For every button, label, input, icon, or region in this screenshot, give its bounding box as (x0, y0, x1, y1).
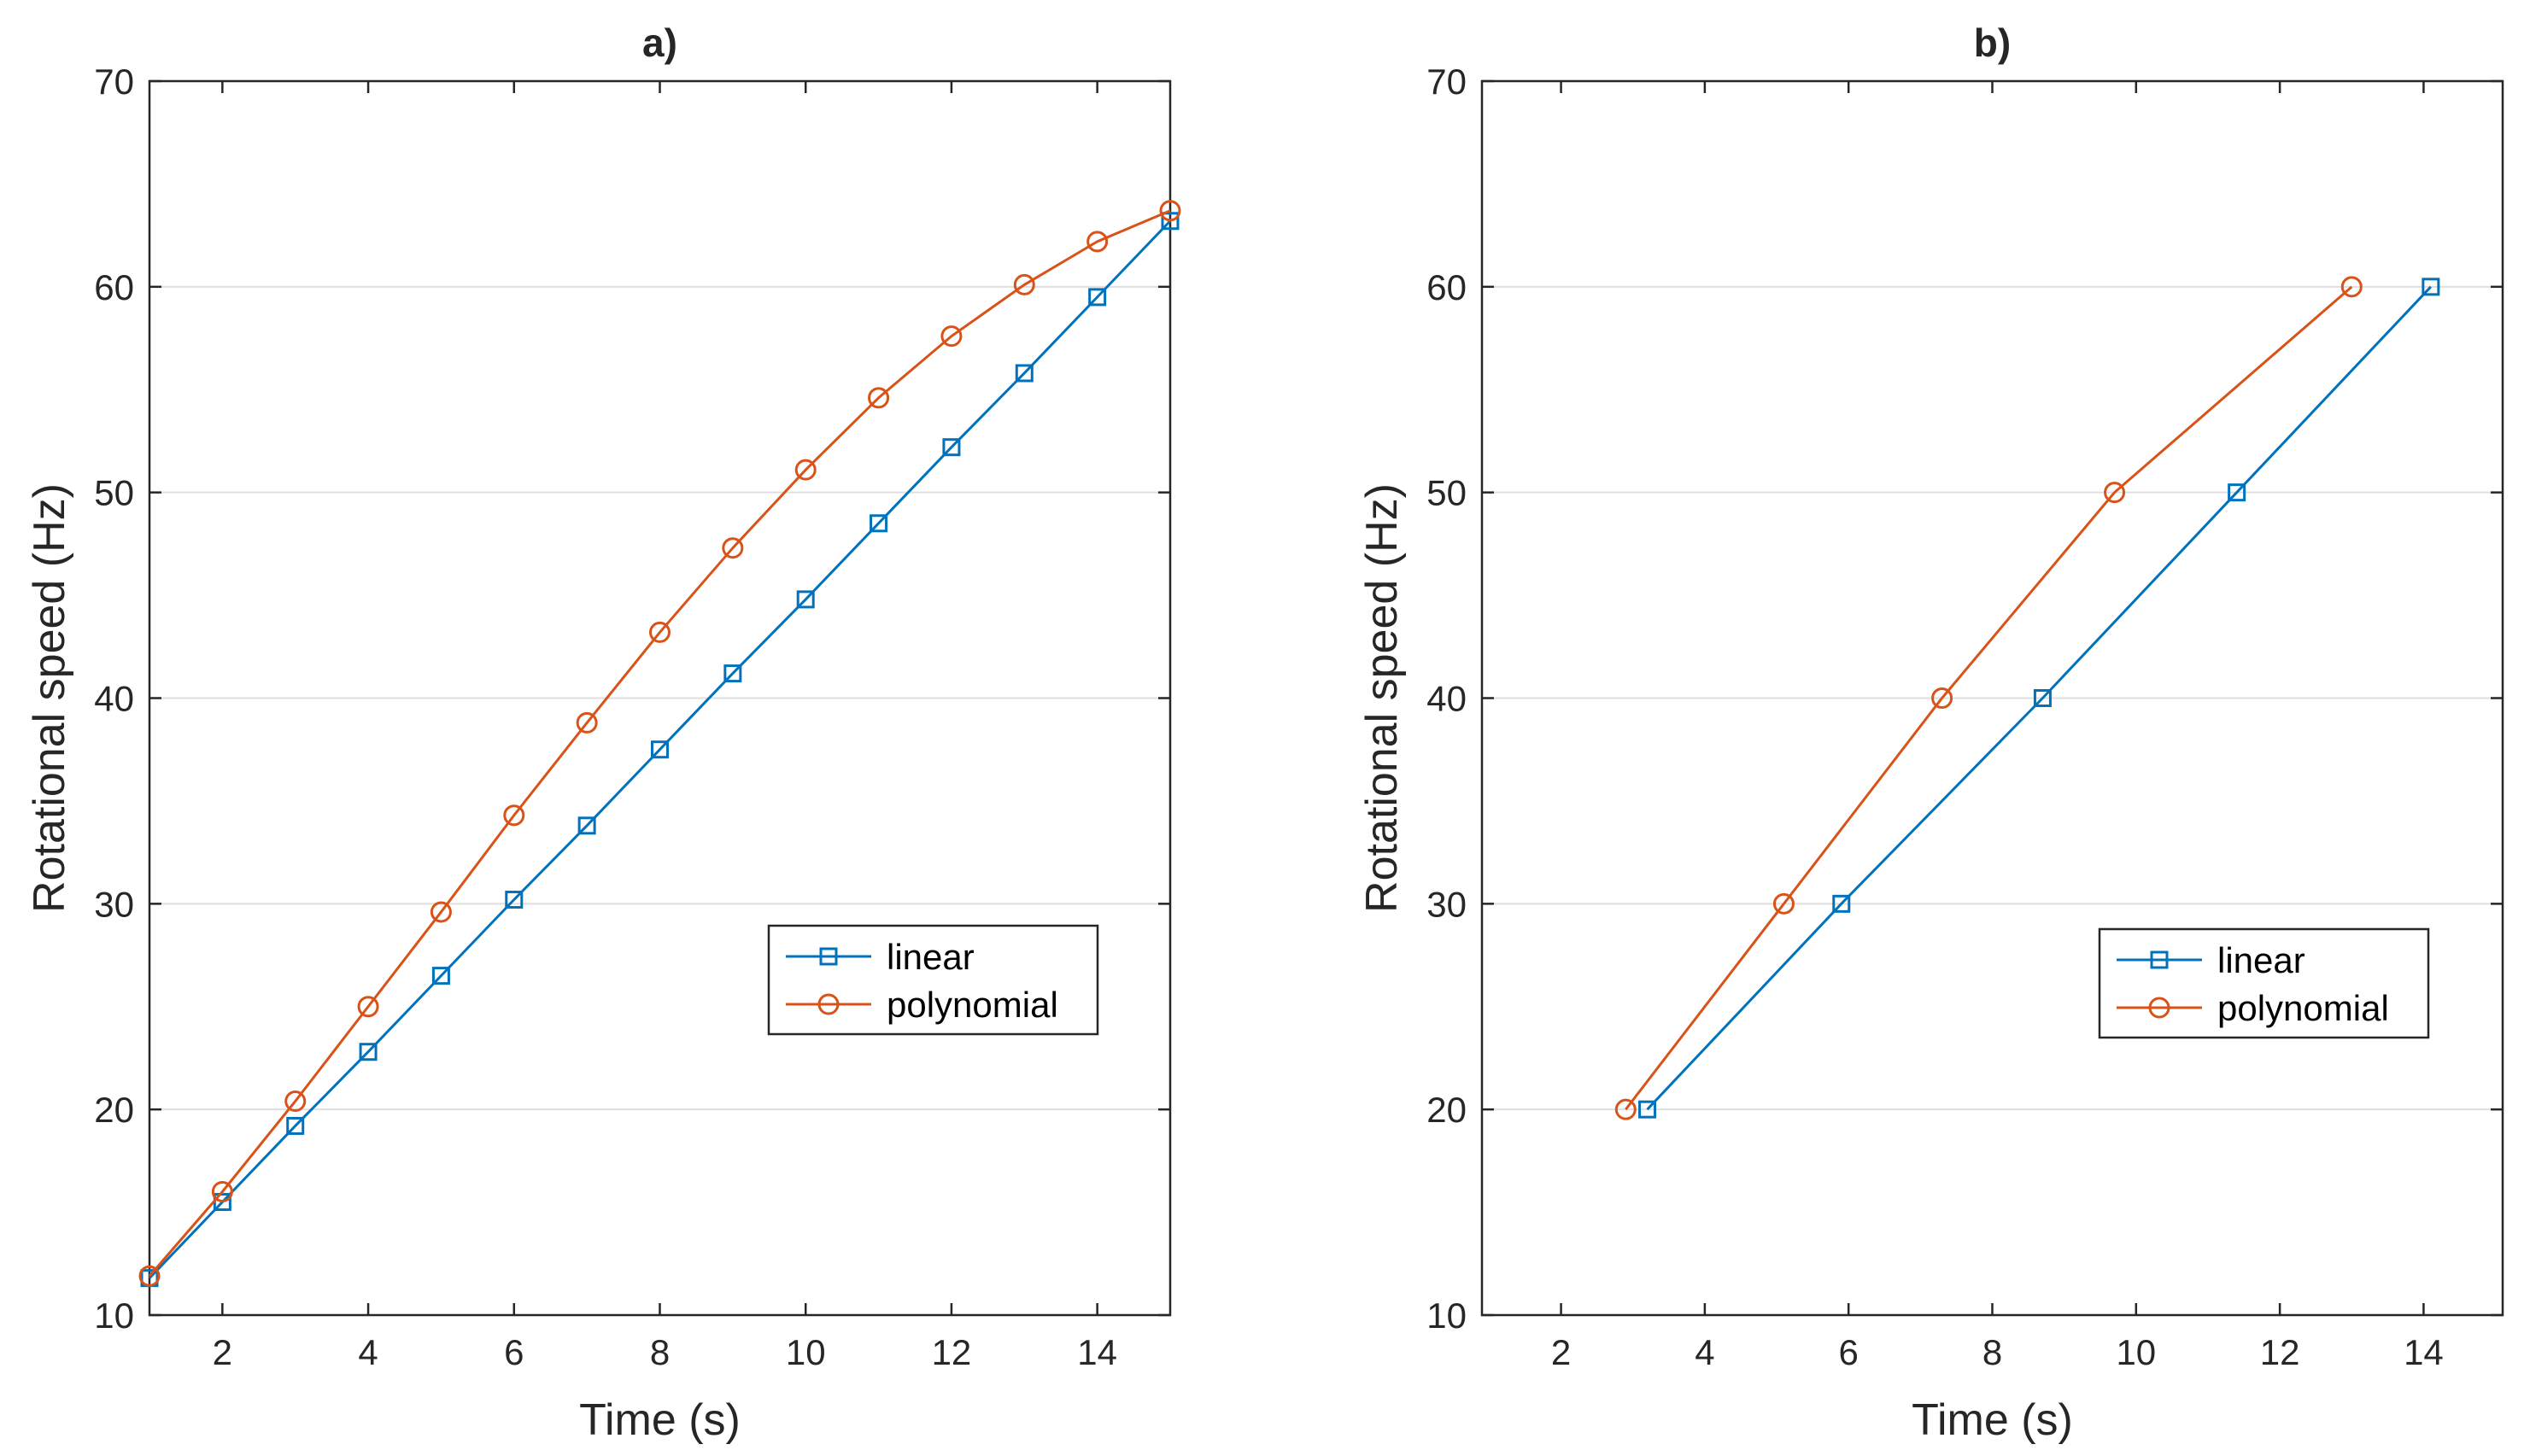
y-axis-label: Rotational speed (Hz) (1357, 483, 1407, 913)
x-tick-label: 14 (1077, 1332, 1117, 1372)
x-tick-label: 8 (1982, 1332, 2002, 1372)
data-point-polynomial (1772, 892, 1795, 915)
series-line-linear (1646, 285, 2432, 1111)
x-tick-label: 6 (504, 1332, 524, 1372)
y-tick-label: 40 (1426, 679, 1467, 719)
y-tick-label: 50 (1426, 473, 1467, 513)
y-tick-label: 70 (94, 61, 134, 102)
data-point-linear (796, 590, 815, 609)
legend: linear polynomial (767, 924, 1099, 1036)
data-point-polynomial (503, 804, 525, 827)
legend-box (767, 924, 1099, 1036)
x-tick-label: 4 (358, 1332, 378, 1372)
data-point-polynomial (1931, 687, 1953, 709)
legend-marker-polynomial (817, 993, 840, 1015)
data-point-linear (2228, 483, 2246, 502)
y-tick-label: 20 (94, 1090, 134, 1130)
legend-label-polynomial: polynomial (2217, 988, 2389, 1028)
data-point-polynomial (2104, 482, 2126, 504)
y-tick-label: 30 (1426, 884, 1467, 924)
data-point-linear (723, 664, 742, 683)
series-line-polynomial (148, 209, 1171, 1278)
data-point-polynomial (1086, 231, 1109, 253)
x-axis-label: Time (s) (579, 1395, 741, 1445)
data-point-polynomial (1159, 200, 1181, 222)
data-point-polynomial (1013, 273, 1035, 295)
data-point-polynomial (1614, 1098, 1637, 1120)
data-point-polynomial (794, 459, 817, 481)
chart-title: a) (642, 20, 677, 65)
x-axis-label: Time (s) (1912, 1395, 2073, 1445)
data-point-linear (651, 740, 669, 759)
data-point-polynomial (940, 325, 963, 348)
legend: linear polynomial (2098, 927, 2430, 1039)
chart-panel-b: 2 4 6 8 10 12 14 10 20 30 40 50 60 70 b) Time (s) Rotati… (1357, 20, 2504, 1445)
legend-marker-linear (2150, 950, 2169, 969)
chart-panel-a: 2 4 6 8 10 12 14 10 20 30 40 50 60 70 a) Time (s) Rotati… (25, 20, 1181, 1445)
x-tick-label: 12 (2260, 1332, 2300, 1372)
data-point-linear (2033, 689, 2052, 707)
data-point-polynomial (138, 1265, 161, 1287)
legend-label-linear: linear (887, 937, 975, 977)
data-point-polynomial (430, 901, 452, 923)
data-point-linear (1088, 288, 1107, 307)
series-line-linear (148, 219, 1172, 1279)
y-tick-label: 60 (94, 267, 134, 307)
data-point-polynomial (211, 1181, 233, 1202)
x-tick-label: 12 (932, 1332, 972, 1372)
x-tick-label: 10 (786, 1332, 826, 1372)
x-tick-label: 2 (213, 1332, 232, 1372)
data-point-linear (1832, 894, 1851, 913)
data-point-linear (431, 967, 450, 985)
legend-marker-polynomial (2148, 997, 2170, 1019)
legend-label-polynomial: polynomial (887, 985, 1058, 1025)
legend-box (2098, 927, 2430, 1039)
legend-label-linear: linear (2217, 940, 2305, 980)
y-tick-label: 30 (94, 884, 134, 924)
data-point-polynomial (357, 996, 379, 1018)
data-point-linear (1161, 212, 1180, 231)
data-point-polynomial (868, 387, 890, 409)
y-tick-label: 70 (1426, 61, 1467, 102)
data-point-linear (359, 1043, 378, 1061)
data-point-polynomial (576, 711, 598, 734)
x-tick-label: 8 (650, 1332, 670, 1372)
data-point-linear (1638, 1100, 1657, 1119)
data-point-linear (1015, 364, 1034, 383)
x-tick-label: 2 (1551, 1332, 1571, 1372)
data-point-polynomial (649, 621, 671, 643)
y-tick-label: 40 (94, 679, 134, 719)
series-line-polynomial (1625, 285, 2353, 1111)
data-point-linear (942, 438, 961, 457)
data-point-polynomial (722, 537, 744, 559)
x-tick-label: 10 (2116, 1332, 2156, 1372)
y-axis-label: Rotational speed (Hz) (25, 483, 74, 913)
data-point-linear (577, 816, 596, 835)
y-tick-label: 20 (1426, 1090, 1467, 1130)
data-point-linear (2422, 278, 2440, 296)
y-tick-label: 50 (94, 473, 134, 513)
data-point-linear (870, 514, 888, 533)
data-point-polynomial (284, 1091, 307, 1113)
x-tick-label: 6 (1839, 1332, 1859, 1372)
y-tick-label: 10 (94, 1295, 134, 1336)
data-point-polynomial (2340, 276, 2363, 298)
x-tick-label: 14 (2404, 1332, 2444, 1372)
legend-marker-linear (819, 947, 838, 966)
data-point-linear (505, 891, 524, 909)
y-tick-label: 10 (1426, 1295, 1467, 1336)
data-point-linear (286, 1116, 305, 1135)
x-tick-label: 4 (1695, 1332, 1714, 1372)
chart-title: b) (1974, 20, 2011, 65)
y-tick-label: 60 (1426, 267, 1467, 307)
